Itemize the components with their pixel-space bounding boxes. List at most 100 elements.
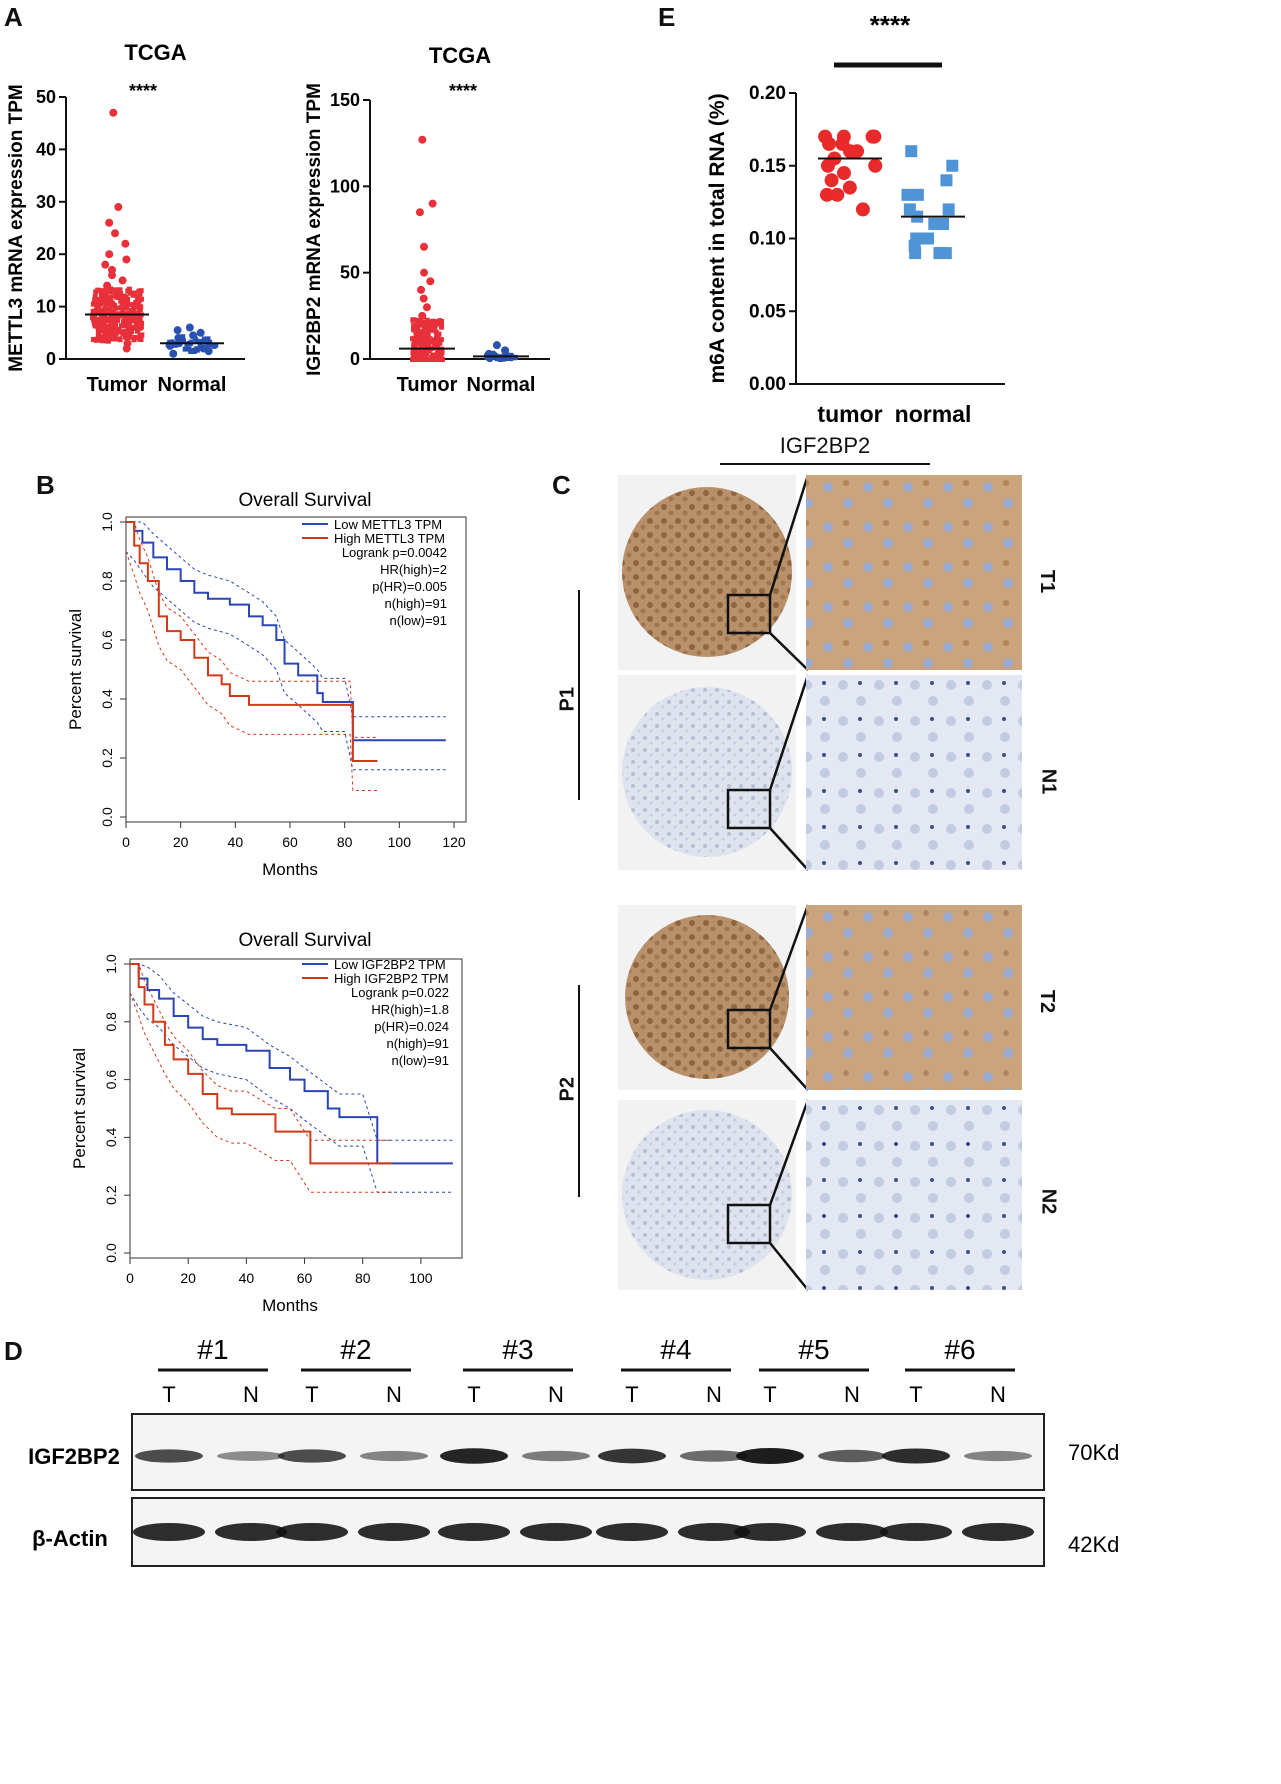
data-point-dense (126, 286, 132, 292)
data-point-dense (103, 303, 109, 309)
group-label-p1: P1 (556, 687, 579, 712)
data-point (946, 159, 959, 172)
data-point-dense (427, 336, 433, 342)
data-point (820, 158, 835, 173)
band-igf2bp2 (598, 1448, 666, 1464)
data-point-dense (104, 299, 110, 305)
data-point (501, 346, 510, 355)
data-point (105, 218, 114, 227)
data-point (868, 158, 883, 173)
band-actin (678, 1523, 750, 1541)
y-axis-label: Percent survival (70, 1048, 89, 1169)
data-point-dense (188, 339, 194, 345)
data-point-dense (114, 293, 120, 299)
band-igf2bp2 (135, 1449, 203, 1463)
data-point-dense (201, 336, 207, 342)
zoom-box-t2 (726, 1008, 772, 1050)
data-point-dense (92, 315, 98, 321)
data-point-dense (93, 337, 99, 343)
row-label-t1: T1 (1036, 569, 1059, 594)
zoom-box-t1 (726, 593, 772, 635)
data-point-dense (106, 325, 112, 331)
legend-entry: High METTL3 TPM (334, 531, 445, 546)
data-point-dense (107, 330, 113, 336)
zoom-box-n2 (726, 1203, 772, 1245)
chart-e: 0.00 0.05 0.10 0.15 0.20 tumor normal m6A conte… (706, 10, 1005, 427)
data-point (426, 277, 435, 286)
data-point-dense (99, 308, 105, 314)
data-point-dense (111, 328, 117, 334)
data-point-dense (424, 357, 430, 362)
data-point-dense (133, 301, 139, 307)
data-point-dense (199, 338, 205, 344)
data-point-dense (191, 348, 197, 354)
x-category-label: normal (895, 401, 972, 427)
data-point-dense (106, 318, 112, 324)
sample-label: #3 (502, 1334, 533, 1365)
data-point-dense (113, 324, 119, 330)
data-point-dense (94, 308, 100, 314)
data-point (937, 217, 950, 230)
data-point-dense (137, 291, 143, 297)
sample-label: #1 (197, 1334, 228, 1365)
row-label-n2: N2 (1037, 1188, 1060, 1215)
data-point-dense (205, 336, 211, 342)
data-point-dense (138, 304, 144, 310)
tma-core-n1 (622, 687, 792, 857)
y-tick-label: 0.0 (99, 807, 115, 827)
band-actin (596, 1523, 668, 1541)
data-point-dense (180, 338, 186, 344)
data-point-dense (109, 316, 115, 322)
y-tick-label: 0.4 (99, 689, 115, 709)
data-point (419, 294, 428, 303)
y-tick-label: 0 (46, 349, 56, 369)
stat-label: n(high)=91 (384, 596, 447, 611)
data-point (942, 203, 955, 216)
data-point (909, 247, 922, 260)
lane-label: T (763, 1382, 776, 1407)
y-tick-label: 100 (330, 176, 360, 196)
data-point-dense (112, 306, 118, 312)
data-point-dense (193, 336, 199, 342)
data-point-dense (418, 344, 424, 350)
data-point-dense (511, 355, 517, 361)
data-point-dense (430, 327, 436, 333)
y-tick-label: 0.2 (99, 748, 115, 768)
data-point-dense (100, 322, 106, 328)
data-point-dense (177, 339, 183, 345)
y-axis-label: METTL3 mRNA expression TPM (6, 84, 27, 372)
size-label: 70Kd (1068, 1440, 1119, 1465)
data-point (420, 242, 429, 251)
data-point-dense (115, 329, 121, 335)
plot-frame (125, 516, 467, 823)
data-point-dense (438, 322, 444, 328)
data-point-dense (430, 318, 436, 324)
data-point-dense (96, 305, 102, 311)
legend-entry: Low IGF2BP2 TPM (334, 957, 446, 972)
ihc-row-n2 (618, 1099, 1022, 1291)
group-label-p2: P2 (556, 1077, 579, 1102)
data-point-dense (125, 314, 131, 320)
x-tick-label: 0 (126, 1270, 134, 1286)
data-point-dense (135, 297, 141, 303)
data-point (420, 268, 429, 277)
data-point-dense (128, 307, 134, 313)
data-point-dense (430, 352, 436, 358)
y-tick-label: 0.0 (103, 1243, 119, 1263)
lane-label: N (844, 1382, 860, 1407)
x-tick-label: 60 (282, 834, 298, 850)
data-point (428, 199, 437, 208)
survival-curve (130, 963, 453, 1165)
stat-label: Logrank p=0.022 (351, 985, 449, 1000)
x-category-label: Tumor (87, 374, 148, 396)
x-tick-label: 60 (297, 1270, 313, 1286)
zoom-box-n1 (726, 788, 772, 830)
panel-label-b: B (36, 470, 55, 500)
ihc-row-n1 (618, 674, 1022, 871)
row-label-n1: N1 (1037, 768, 1060, 795)
data-point-dense (127, 321, 133, 327)
data-point-dense (122, 315, 128, 321)
lane-label: N (990, 1382, 1006, 1407)
y-tick-label: 0.20 (749, 83, 786, 104)
y-tick-label: 0 (350, 349, 360, 369)
